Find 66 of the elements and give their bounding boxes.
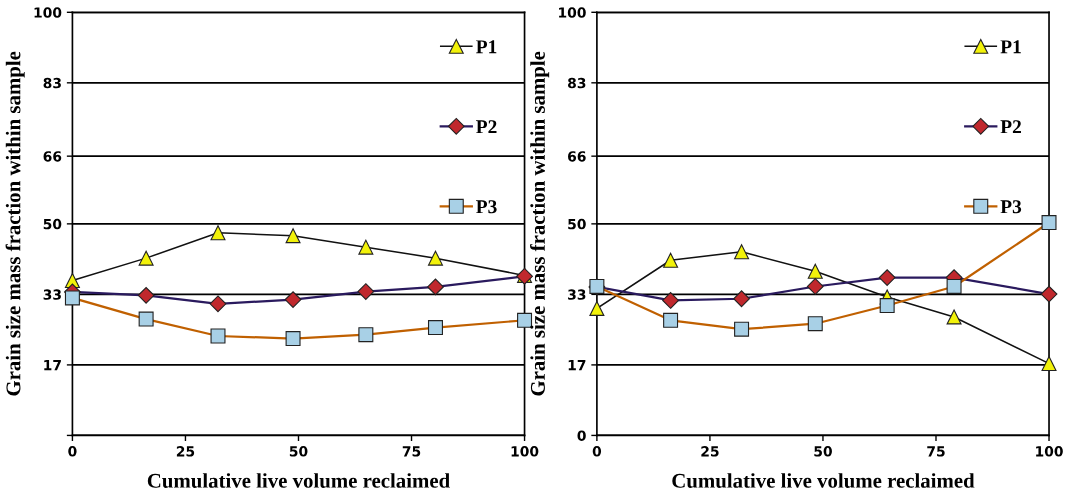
point (878, 269, 896, 287)
legend-label: P3 (1000, 200, 1022, 214)
x-tick-label: 25 (701, 446, 719, 457)
point (734, 244, 750, 260)
x-tick-label: 0 (68, 446, 77, 457)
y-tick-label: 33 (43, 289, 61, 300)
x-tick-label: 75 (402, 446, 421, 457)
y-tick-label: 100 (559, 7, 586, 18)
point (879, 298, 895, 314)
legend-label: P3 (476, 200, 497, 214)
point (427, 278, 444, 296)
point (589, 300, 605, 316)
y-tick-label: 17 (568, 360, 586, 371)
x-tick-label: 0 (592, 446, 602, 457)
point (210, 328, 226, 344)
point (209, 295, 227, 313)
point (807, 316, 823, 332)
point (427, 250, 443, 266)
x-axis-title: Cumulative live volume reclaimed (672, 473, 975, 488)
x-tick-label: 75 (927, 446, 945, 457)
x-tick-label: 100 (1036, 446, 1063, 457)
point (662, 292, 680, 309)
point (357, 283, 375, 300)
x-tick-label: 50 (289, 446, 308, 457)
legend-label: P2 (1000, 120, 1021, 134)
point (285, 331, 301, 347)
x-tick-label: 25 (176, 446, 195, 457)
point (137, 286, 155, 304)
y-tick-label: 100 (34, 7, 62, 18)
x-tick-label: 50 (814, 446, 832, 457)
legend-label: P2 (476, 120, 497, 134)
x-axis-title: Cumulative live volume reclaimed (147, 473, 450, 488)
y-tick-label: 33 (568, 289, 586, 300)
y-tick-label: 66 (568, 151, 586, 162)
point (733, 290, 750, 308)
point (358, 327, 374, 343)
point (663, 312, 679, 328)
x-tick-label: 100 (511, 446, 539, 457)
legend-label: P1 (476, 40, 497, 54)
y-tick-label: 50 (568, 218, 586, 230)
point (946, 278, 962, 294)
point (807, 263, 823, 279)
y-tick-label: 83 (568, 77, 586, 89)
point (138, 250, 154, 266)
y-tick-label: 66 (43, 151, 62, 162)
point (1041, 215, 1057, 231)
point (358, 239, 374, 255)
legend-label: P1 (1000, 40, 1021, 54)
point (64, 290, 80, 306)
point (1041, 355, 1057, 371)
point (806, 278, 824, 295)
y-tick-label: 50 (43, 218, 62, 230)
y-axis-title: Grain size mass fraction within sample (5, 51, 25, 396)
point (427, 320, 443, 336)
point (210, 225, 226, 241)
point (946, 309, 962, 325)
y-tick-label: 0 (577, 430, 586, 441)
point (1040, 285, 1058, 303)
point (663, 252, 679, 268)
point (284, 291, 302, 309)
y-tick-label: 83 (43, 77, 61, 89)
y-tick-label: 17 (44, 360, 61, 371)
point (138, 311, 154, 327)
y-axis-title: Grain size mass fraction within sample (530, 51, 550, 396)
point (734, 321, 750, 337)
point (285, 228, 301, 244)
